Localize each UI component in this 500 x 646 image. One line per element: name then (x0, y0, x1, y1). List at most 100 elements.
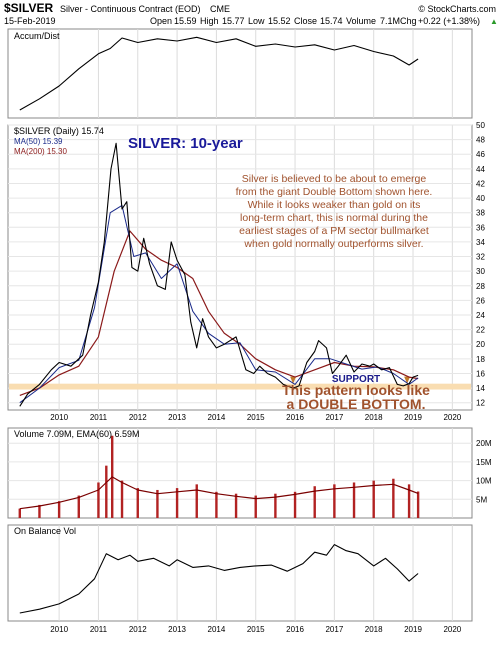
volume-bar (175, 488, 179, 518)
annotation-line: earliest stages of a PM sector bullmarke… (239, 225, 429, 237)
y-tick-label: 22 (476, 326, 485, 335)
x-tick-label: 2011 (90, 413, 108, 422)
support-layer (9, 376, 471, 390)
price-legend-ma200: MA(200) 15.30 (14, 147, 67, 156)
volume-bar (407, 484, 411, 518)
obv-panel (7, 524, 473, 622)
x-tick-label: 2011 (90, 625, 108, 634)
symbol: $SILVER (4, 1, 53, 15)
volume-bar (352, 482, 356, 518)
y-tick-label: 16 (476, 369, 485, 378)
y-tick-label: 36 (476, 223, 485, 232)
volume-bar (120, 480, 124, 518)
support-arrow-icon (404, 376, 411, 384)
x-tick-label: 2017 (325, 625, 343, 634)
volume-bar (392, 478, 395, 518)
y-tick-label: 42 (476, 179, 485, 188)
volume-bar (136, 488, 139, 518)
volume-bar (77, 495, 80, 518)
x-tick-label: 2016 (286, 413, 304, 422)
y-tick-label: 34 (476, 238, 485, 247)
y-tick-label: 15M (476, 458, 492, 467)
ma200-line (19, 230, 419, 396)
x-tick-label: 2020 (443, 413, 461, 422)
y-tick-label: 40 (476, 194, 485, 203)
x-tick-label: 2015 (247, 413, 265, 422)
volume-bar (195, 484, 198, 518)
support-band (9, 383, 471, 390)
volume-bar (274, 493, 277, 518)
y-tick-label: 20M (476, 439, 492, 448)
volume-bar (416, 491, 420, 518)
annotation-line: While it looks weaker than gold on its (248, 199, 421, 211)
volume-bar (97, 482, 100, 518)
volume-bar (18, 508, 21, 518)
volume-bar (38, 504, 41, 518)
x-tick-label: 2018 (365, 625, 383, 634)
y-tick-label: 28 (476, 282, 485, 291)
x-tick-label: 2010 (50, 413, 68, 422)
annotation-line: from the giant Double Bottom shown here. (236, 186, 433, 198)
pattern-note-line2: a DOUBLE BOTTOM. (287, 396, 426, 412)
x-tick-label: 2012 (129, 413, 147, 422)
y-tick-label: 32 (476, 253, 485, 262)
price-panel (7, 124, 473, 411)
y-tick-label: 48 (476, 136, 485, 145)
x-tick-label: 2013 (168, 625, 186, 634)
volume-value: 7.1M (380, 16, 400, 26)
volume-bar (234, 493, 238, 518)
source: © StockCharts.com (418, 4, 496, 14)
volume-bar (215, 491, 218, 518)
high-label: High (200, 16, 219, 26)
volume-ema-line (19, 476, 419, 510)
price-legend-silver: $SILVER (Daily) 15.74 (14, 126, 104, 136)
y-tick-label: 30 (476, 267, 485, 276)
support-arrow-icon (290, 376, 297, 384)
y-tick-label: 24 (476, 311, 485, 320)
chart-title: SILVER: 10-year (128, 135, 243, 152)
y-tick-label: 26 (476, 296, 485, 305)
date: 15-Feb-2019 (4, 16, 56, 26)
x-tick-label: 2014 (208, 625, 226, 634)
high-value: 15.77 (222, 16, 245, 26)
open-value: 15.59 (174, 16, 197, 26)
pattern-note-line1: This pattern looks like (282, 382, 430, 398)
x-tick-label: 2020 (443, 625, 461, 634)
low-label: Low (248, 16, 265, 26)
y-tick-label: 18 (476, 355, 485, 364)
volume-bar (57, 501, 61, 518)
annotation-line: when gold normally outperforms silver. (243, 238, 423, 250)
obv-title: On Balance Vol (14, 526, 76, 536)
grid-layer (8, 29, 472, 621)
y-tick-label: 5M (476, 495, 487, 504)
x-tick-label: 2019 (404, 625, 422, 634)
series-layer (19, 36, 419, 614)
volume-label: Volume (346, 16, 376, 26)
x-tick-label: 2012 (129, 625, 147, 634)
low-value: 15.52 (268, 16, 291, 26)
open-label: Open (150, 16, 172, 26)
y-tick-label: 44 (476, 165, 485, 174)
volume-bar (293, 491, 297, 518)
x-tick-label: 2013 (168, 413, 186, 422)
y-tick-label: 46 (476, 150, 485, 159)
volume-bar (372, 480, 375, 518)
y-tick-label: 14 (476, 384, 485, 393)
axis-layer: 12 14 16 18 20 22 24 26 28 30 32 34 36 38 40 42 44 46 48 50… (50, 121, 492, 634)
chg-label: Chg (400, 16, 417, 26)
close-value: 15.74 (320, 16, 343, 26)
ad-line (19, 36, 419, 111)
annotation-line: long-term chart, this is normal during t… (240, 212, 428, 224)
volume-title: Volume 7.09M, EMA(60) 6.59M (14, 429, 140, 439)
x-tick-label: 2015 (247, 625, 265, 634)
x-tick-label: 2017 (325, 413, 343, 422)
x-tick-label: 2019 (404, 413, 422, 422)
support-label: SUPPORT (332, 374, 380, 385)
price-legend-ma50: MA(50) 15.39 (14, 137, 63, 146)
ma50-line (19, 204, 419, 404)
exchange: CME (210, 4, 230, 14)
obv-line (19, 544, 419, 614)
y-tick-label: 10M (476, 477, 492, 486)
x-tick-label: 2018 (365, 413, 383, 422)
